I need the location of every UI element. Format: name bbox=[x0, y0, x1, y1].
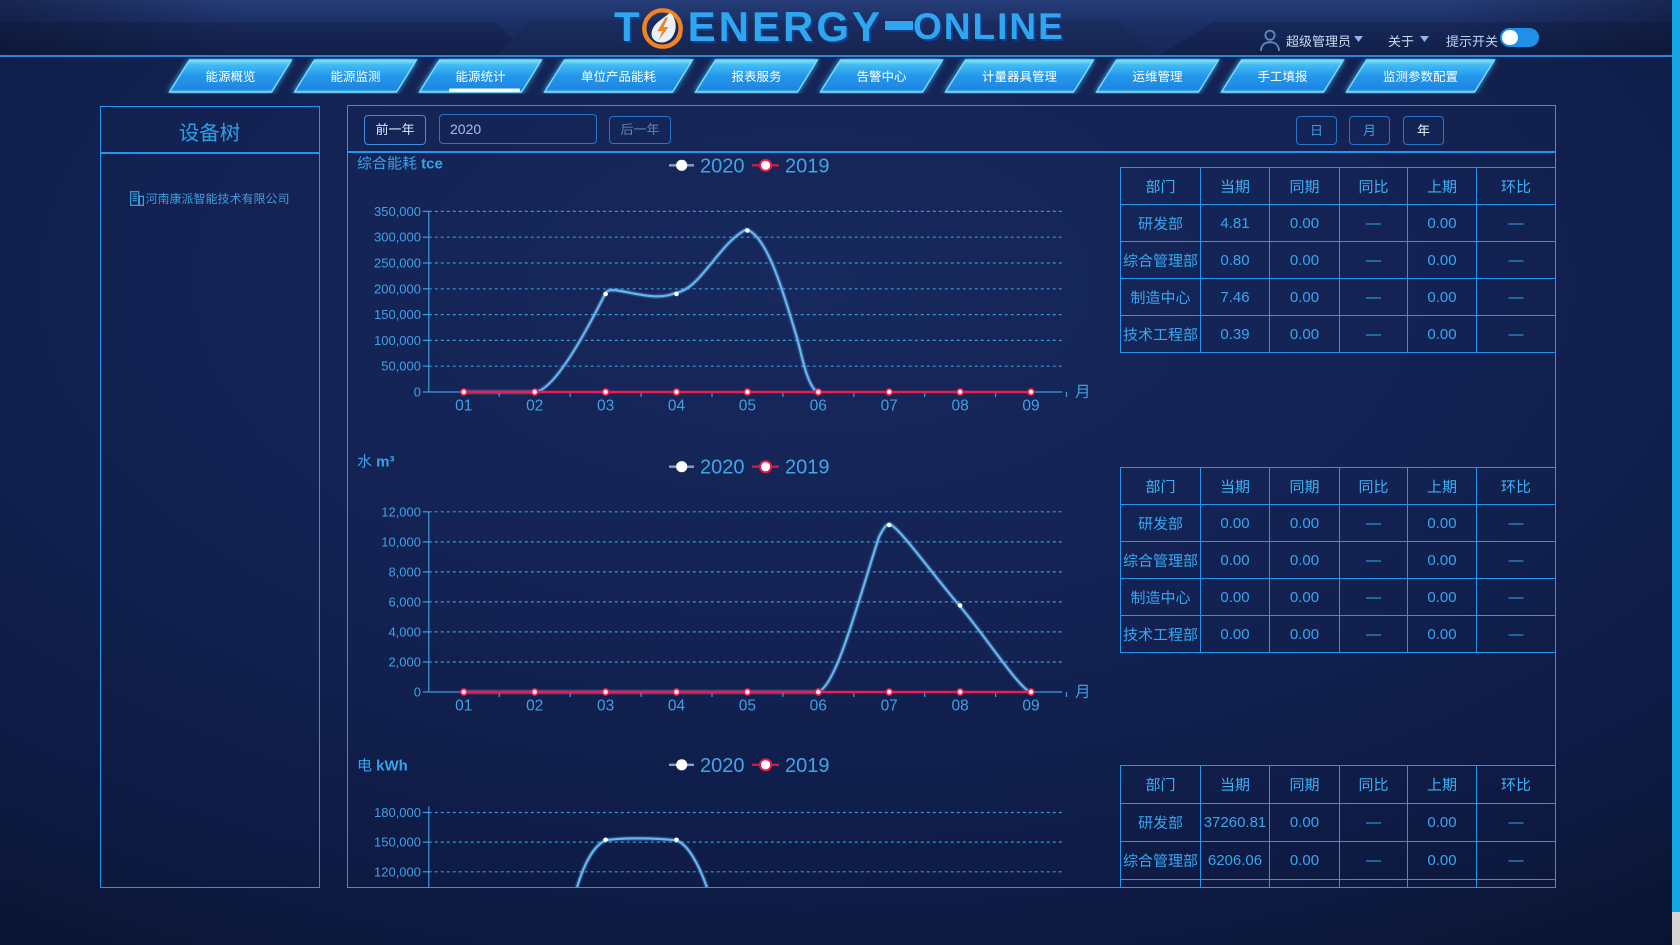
svg-text:0: 0 bbox=[414, 385, 421, 400]
svg-text:8,000: 8,000 bbox=[388, 564, 421, 579]
svg-text:06: 06 bbox=[810, 698, 827, 715]
svg-text:能源监测: 能源监测 bbox=[330, 70, 380, 84]
svg-text:02: 02 bbox=[526, 398, 543, 415]
svg-text:能源统计: 能源统计 bbox=[455, 70, 505, 84]
svg-text:02: 02 bbox=[526, 698, 543, 715]
svg-text:04: 04 bbox=[668, 698, 686, 715]
svg-text:150,000: 150,000 bbox=[374, 835, 421, 850]
svg-text:200,000: 200,000 bbox=[374, 281, 421, 296]
svg-text:月: 月 bbox=[1075, 684, 1091, 701]
svg-text:07: 07 bbox=[881, 698, 898, 715]
svg-text:月: 月 bbox=[1075, 384, 1091, 401]
svg-text:能源概览: 能源概览 bbox=[205, 70, 255, 84]
svg-text:2019: 2019 bbox=[785, 457, 830, 479]
svg-text:08: 08 bbox=[951, 398, 968, 415]
svg-text:2019: 2019 bbox=[785, 755, 830, 777]
svg-text:180,000: 180,000 bbox=[374, 805, 421, 820]
svg-text:计量器具管理: 计量器具管理 bbox=[982, 70, 1058, 84]
svg-text:2019: 2019 bbox=[785, 155, 830, 177]
svg-text:电 kWh: 电 kWh bbox=[357, 758, 408, 775]
svg-text:250,000: 250,000 bbox=[374, 256, 421, 271]
svg-text:4,000: 4,000 bbox=[388, 624, 421, 639]
svg-text:300,000: 300,000 bbox=[374, 230, 421, 245]
svg-text:120,000: 120,000 bbox=[374, 864, 421, 879]
svg-text:09: 09 bbox=[1022, 698, 1039, 715]
svg-text:05: 05 bbox=[739, 398, 756, 415]
svg-text:监测参数配置: 监测参数配置 bbox=[1383, 70, 1458, 84]
svg-text:350,000: 350,000 bbox=[374, 204, 421, 219]
svg-text:05: 05 bbox=[739, 698, 756, 715]
svg-text:2020: 2020 bbox=[700, 755, 745, 777]
svg-text:报表服务: 报表服务 bbox=[731, 70, 781, 84]
svg-text:2020: 2020 bbox=[700, 155, 745, 177]
svg-text:100,000: 100,000 bbox=[374, 333, 421, 348]
svg-text:告警中心: 告警中心 bbox=[856, 70, 907, 84]
svg-text:01: 01 bbox=[455, 398, 472, 415]
svg-text:01: 01 bbox=[455, 698, 472, 715]
svg-text:单位产品能耗: 单位产品能耗 bbox=[581, 70, 657, 84]
svg-text:运维管理: 运维管理 bbox=[1132, 70, 1183, 84]
svg-text:03: 03 bbox=[597, 398, 614, 415]
svg-text:08: 08 bbox=[951, 698, 968, 715]
svg-text:手工填报: 手工填报 bbox=[1257, 70, 1308, 84]
svg-text:50,000: 50,000 bbox=[381, 359, 421, 374]
svg-text:03: 03 bbox=[597, 698, 614, 715]
svg-text:12,000: 12,000 bbox=[381, 504, 421, 519]
svg-text:07: 07 bbox=[881, 398, 898, 415]
svg-text:04: 04 bbox=[668, 398, 686, 415]
svg-text:0: 0 bbox=[414, 685, 421, 700]
svg-text:综合能耗 tce: 综合能耗 tce bbox=[357, 156, 443, 173]
svg-text:09: 09 bbox=[1022, 398, 1039, 415]
svg-text:水 m³: 水 m³ bbox=[357, 454, 395, 471]
svg-text:06: 06 bbox=[810, 398, 827, 415]
svg-text:2,000: 2,000 bbox=[388, 655, 421, 670]
svg-text:6,000: 6,000 bbox=[388, 594, 421, 609]
svg-text:2020: 2020 bbox=[700, 457, 745, 479]
svg-text:150,000: 150,000 bbox=[374, 307, 421, 322]
svg-text:10,000: 10,000 bbox=[381, 534, 421, 549]
